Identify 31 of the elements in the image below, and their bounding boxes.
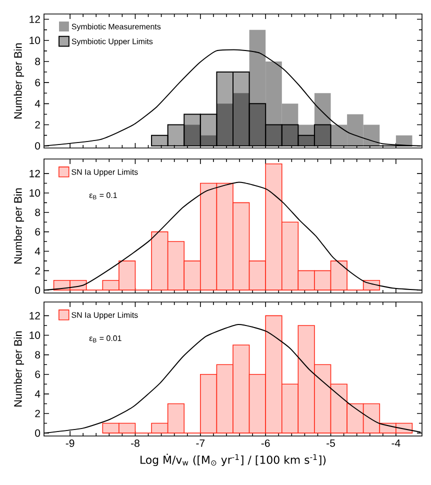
y-tick-label: 6 xyxy=(35,228,40,236)
y-tick-label: 2 xyxy=(35,267,40,274)
y-tick-label: 12 xyxy=(30,170,40,178)
y-axis-title: Number per Bin xyxy=(14,331,24,406)
x-tick-label: -9 xyxy=(66,440,74,447)
y-tick-label: 8 xyxy=(35,58,40,66)
y-tick-label: 2 xyxy=(35,121,40,128)
y-tick-label: 4 xyxy=(34,100,40,108)
y-tick-label: 4 xyxy=(34,248,40,255)
x-tick-label: -7 xyxy=(196,440,205,447)
y-tick-label: 10 xyxy=(30,332,40,339)
y-tick-label: 6 xyxy=(35,370,40,378)
y-tick-label: 6 xyxy=(35,78,40,86)
y-axis-title: Number per Bin xyxy=(14,43,24,118)
y-tick-label: 0 xyxy=(35,429,40,437)
y-tick-label: 8 xyxy=(35,351,40,359)
y-tick-label: 10 xyxy=(30,189,40,197)
y-tick-label: 12 xyxy=(30,312,40,320)
y-tick-label: 0 xyxy=(35,286,40,294)
y-tick-label: 2 xyxy=(35,410,40,418)
text: Log Ṁ/v$_{w}$ ([M$_{⊙}$ yr$^{-1}$] / [100 km s$^{-1}$]) xyxy=(140,454,326,466)
y-tick-label: 12 xyxy=(30,16,40,23)
y-axis-title: Number per Bin xyxy=(14,188,24,264)
x-tick-label: -4 xyxy=(392,440,400,447)
x-tick-label: -8 xyxy=(131,440,140,447)
y-tick-label: 8 xyxy=(35,208,40,216)
x-tick-label: -5 xyxy=(326,440,335,447)
y-tick-label: 0 xyxy=(35,142,40,150)
y-tick-label: 4 xyxy=(34,390,40,398)
y-tick-label: 10 xyxy=(30,36,40,44)
x-tick-label: -6 xyxy=(261,440,270,447)
